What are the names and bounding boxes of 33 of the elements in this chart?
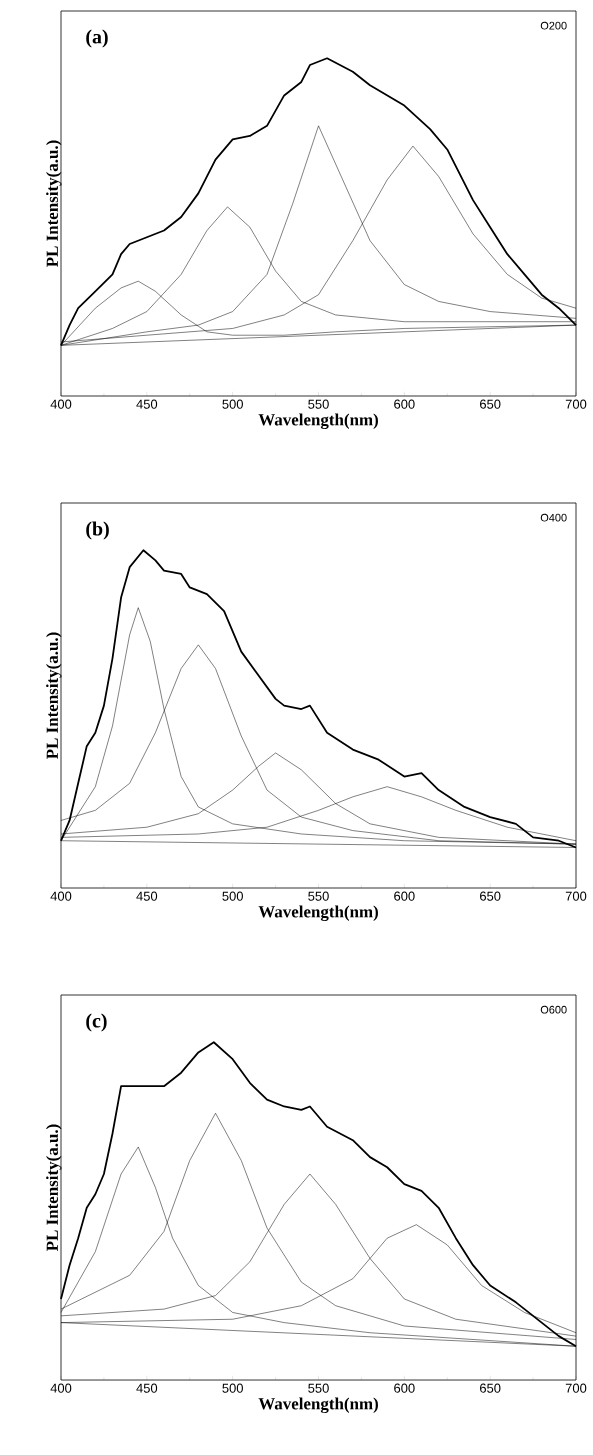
x-tick-label: 400 [50,891,72,901]
x-tick-label: 700 [565,1383,587,1393]
text: O200 [540,21,567,30]
x-tick-label: 550 [308,1383,329,1393]
x-tick-label: 700 [565,399,587,409]
text: (c) [86,1013,107,1032]
x-tick-label: 500 [222,399,243,409]
x-tick-label: 600 [394,399,415,409]
x-tick-label: 500 [222,891,243,901]
y-axis-title: PL Intensity(a.u.) [46,632,62,759]
x-tick-label: 450 [136,1383,158,1393]
x-tick-label: 600 [394,1383,415,1393]
x-axis-title: Wavelength(nm) [258,905,378,922]
x-tick-label: 700 [565,891,587,901]
x-tick-label: 650 [480,891,501,901]
x-tick-label: 450 [136,399,158,409]
x-tick-label: 600 [394,891,415,901]
x-tick-label: 450 [136,891,158,901]
text: (b) [86,521,109,540]
text: (a) [86,29,108,48]
text: O400 [540,513,567,522]
x-tick-label: 650 [480,1383,501,1393]
x-tick-label: 400 [50,399,72,409]
x-tick-label: 650 [480,399,501,409]
x-tick-label: 550 [308,399,329,409]
x-tick-label: 550 [308,891,329,901]
x-axis-title: Wavelength(nm) [258,1397,378,1414]
y-axis-title: PL Intensity(a.u.) [46,140,62,267]
text: O600 [540,1005,567,1014]
x-tick-label: 500 [222,1383,243,1393]
x-axis-title: Wavelength(nm) [258,413,378,430]
y-axis-title: PL Intensity(a.u.) [46,1124,62,1251]
x-tick-label: 400 [50,1383,72,1393]
